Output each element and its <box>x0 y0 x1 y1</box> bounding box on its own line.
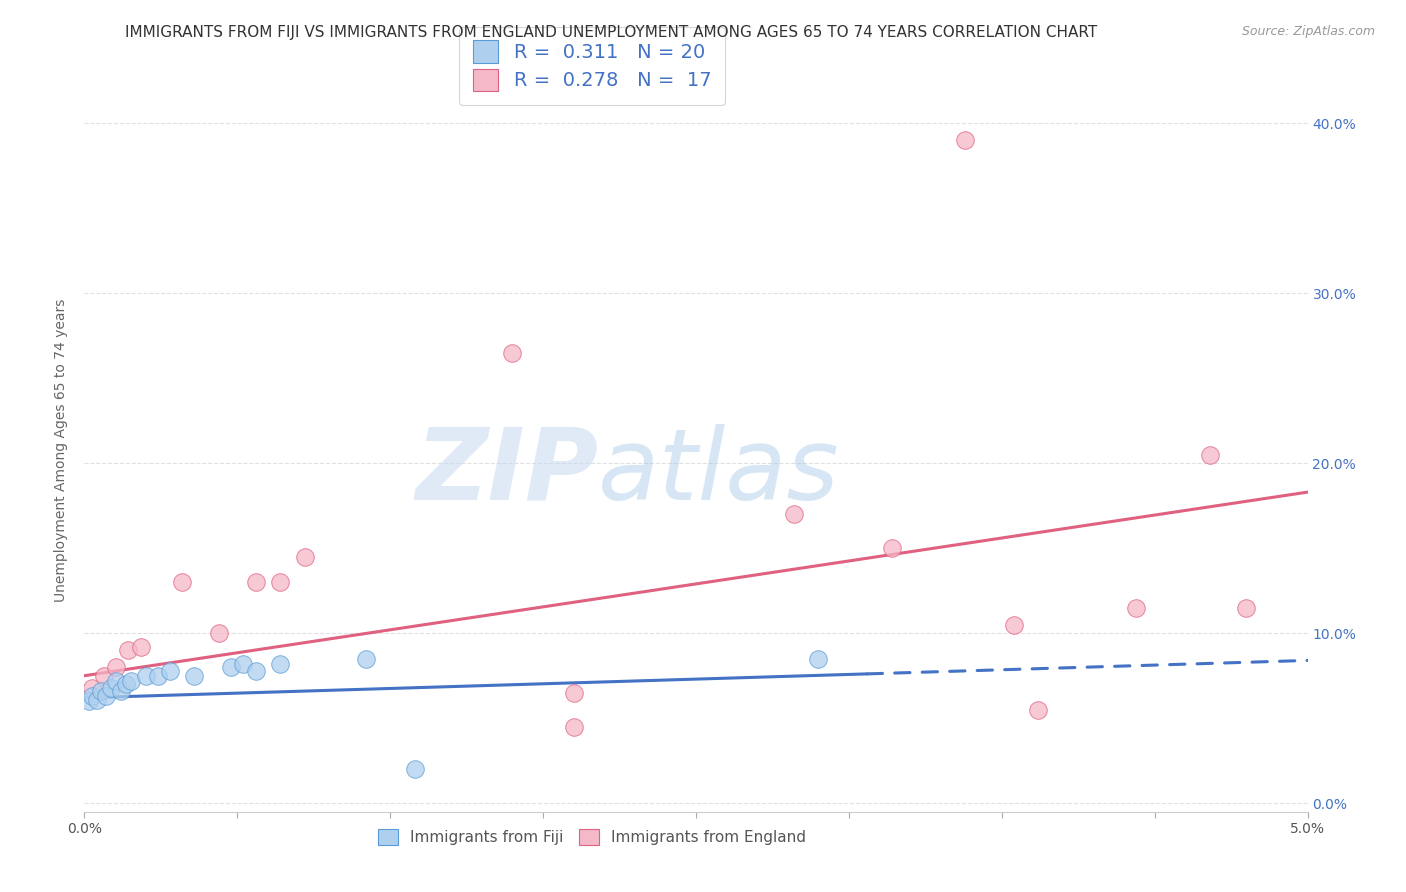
Point <box>1125 600 1147 615</box>
Point <box>120 673 142 688</box>
Point <box>105 673 128 688</box>
Point <box>1236 600 1258 615</box>
Point <box>77 694 100 708</box>
Point <box>96 689 118 703</box>
Point <box>80 689 103 703</box>
Point <box>269 575 291 590</box>
Point <box>807 651 830 665</box>
Point <box>110 684 132 698</box>
Text: IMMIGRANTS FROM FIJI VS IMMIGRANTS FROM ENGLAND UNEMPLOYMENT AMONG AGES 65 TO 74: IMMIGRANTS FROM FIJI VS IMMIGRANTS FROM … <box>125 25 1098 40</box>
Point <box>146 669 169 683</box>
Point <box>1028 703 1050 717</box>
Point <box>159 664 181 678</box>
Point <box>86 692 108 706</box>
Point <box>354 651 377 665</box>
Point <box>783 507 806 521</box>
Point <box>562 720 585 734</box>
Point <box>1002 617 1025 632</box>
Point <box>294 549 316 564</box>
Point <box>129 640 152 654</box>
Text: Source: ZipAtlas.com: Source: ZipAtlas.com <box>1241 25 1375 38</box>
Y-axis label: Unemployment Among Ages 65 to 74 years: Unemployment Among Ages 65 to 74 years <box>55 299 69 602</box>
Point <box>269 657 291 671</box>
Point <box>208 626 231 640</box>
Point <box>117 643 139 657</box>
Point <box>172 575 194 590</box>
Point <box>232 657 254 671</box>
Point <box>90 684 112 698</box>
Point <box>562 686 585 700</box>
Legend: Immigrants from Fiji, Immigrants from England: Immigrants from Fiji, Immigrants from En… <box>368 820 815 855</box>
Text: atlas: atlas <box>598 424 839 521</box>
Point <box>880 541 903 556</box>
Point <box>502 345 524 359</box>
Point <box>953 133 976 147</box>
Point <box>245 575 267 590</box>
Point <box>100 681 122 695</box>
Point <box>115 677 138 691</box>
Point <box>404 762 426 776</box>
Point <box>183 669 205 683</box>
Point <box>135 669 157 683</box>
Text: ZIP: ZIP <box>415 424 598 521</box>
Point <box>105 660 128 674</box>
Point <box>219 660 242 674</box>
Point <box>93 669 115 683</box>
Point <box>1198 448 1220 462</box>
Point <box>80 681 103 695</box>
Point <box>245 664 267 678</box>
